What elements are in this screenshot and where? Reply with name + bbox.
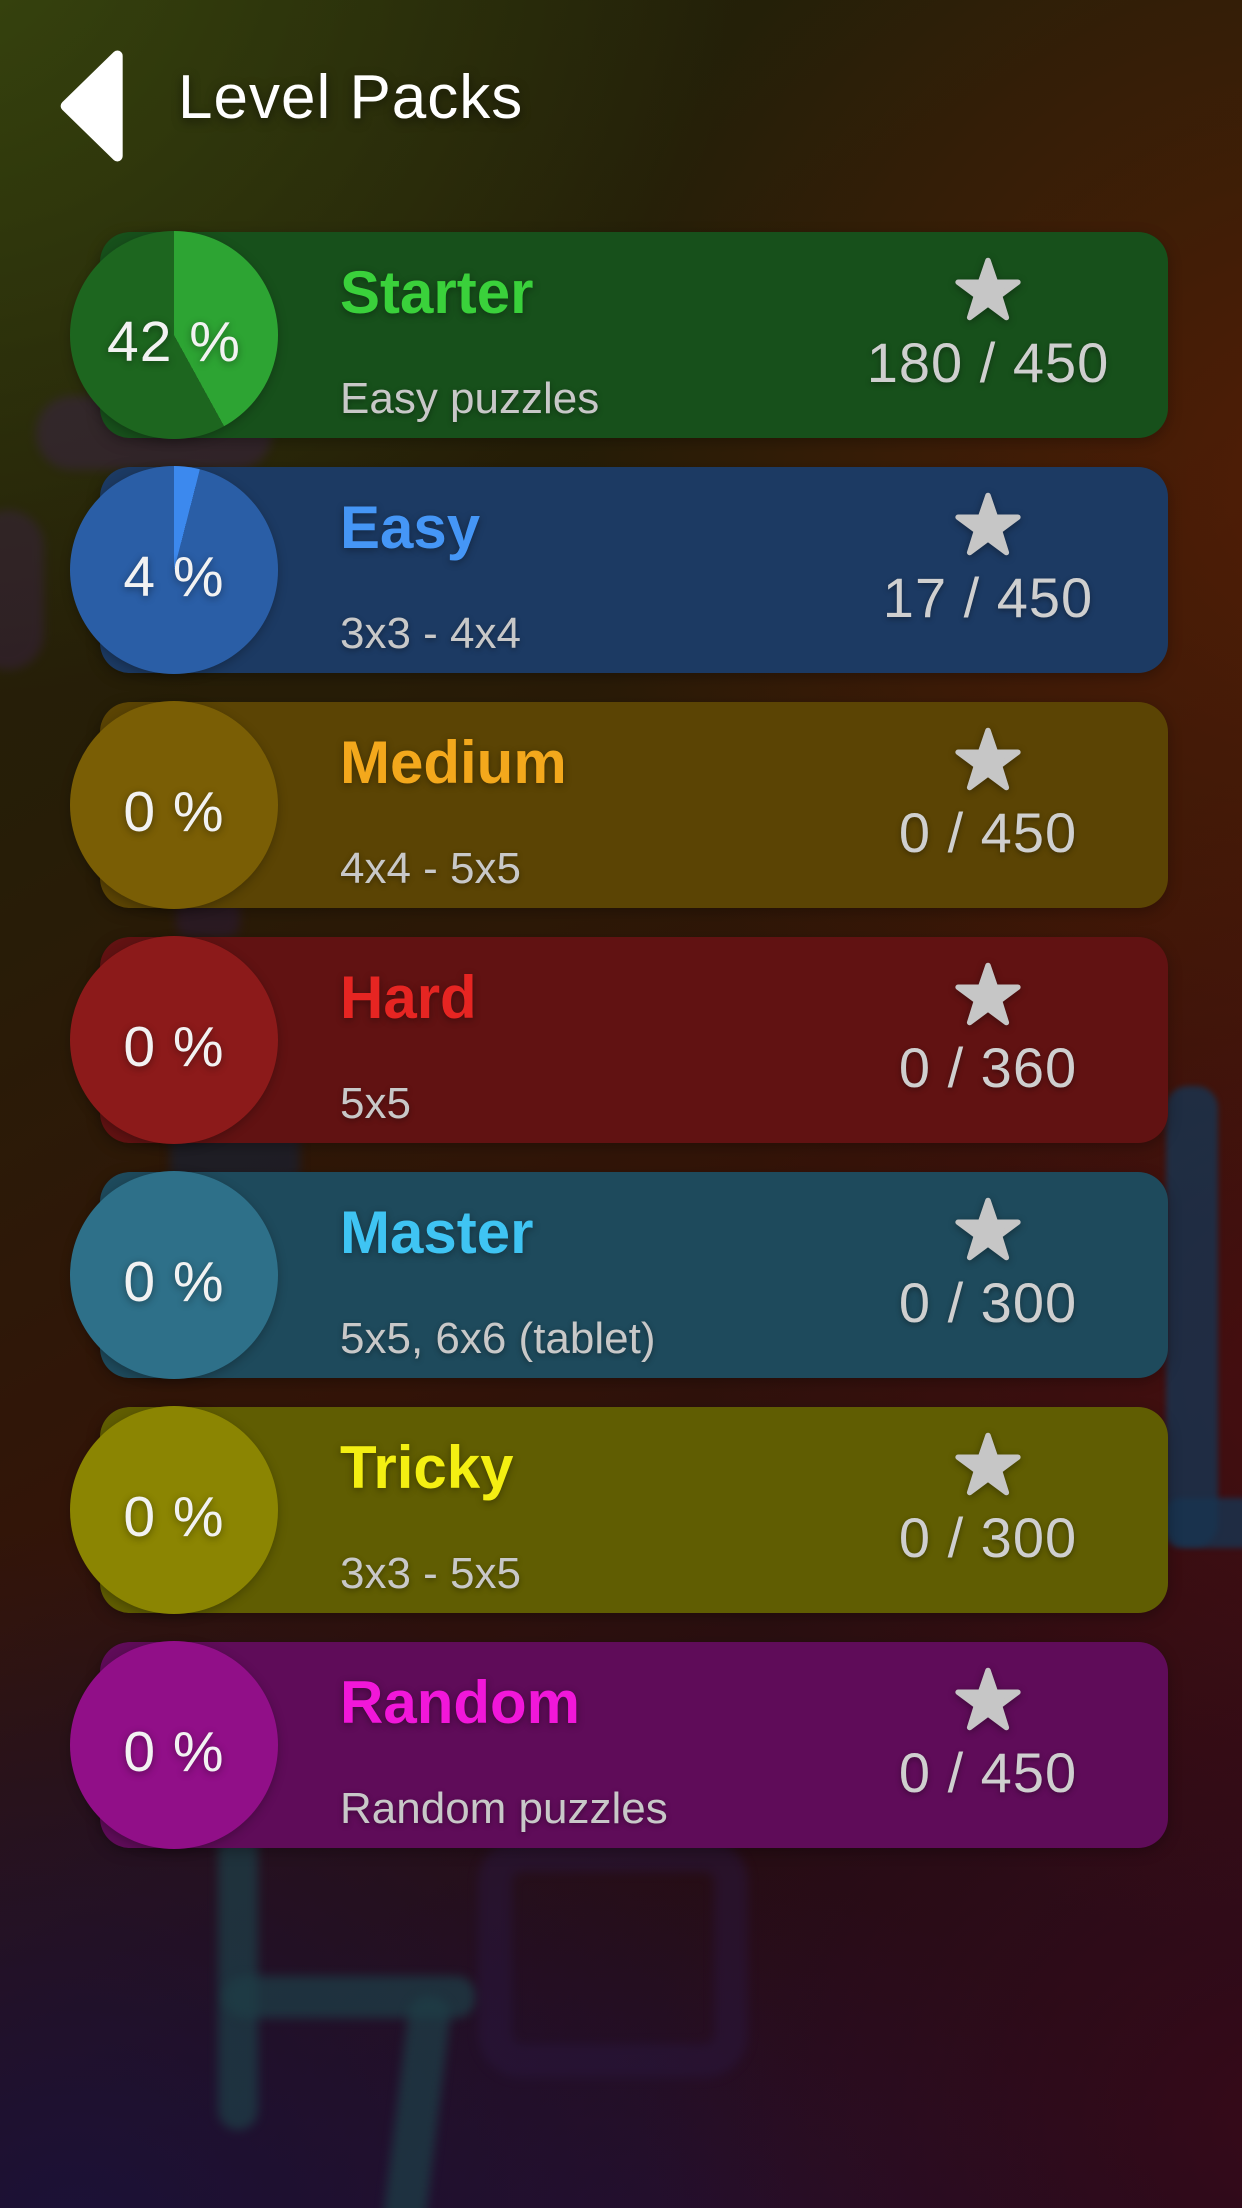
bg-pipe-purple-frame xyxy=(478,1838,748,2078)
bg-pipe-teal-horizontal xyxy=(224,1976,476,2018)
pack-star-count: 0 / 450 xyxy=(898,801,1078,864)
star-icon xyxy=(955,1432,1021,1496)
pack-percent: 0 % xyxy=(123,1015,225,1079)
back-icon xyxy=(58,50,124,169)
pack-star-count: 0 / 300 xyxy=(898,1506,1078,1569)
pack-title: Medium xyxy=(340,729,567,796)
pack-card[interactable]: 0 % Master 5x5, 6x6 (tablet) 0 / 300 xyxy=(70,1171,1168,1379)
pack-progress-pie: 42 % xyxy=(70,231,278,439)
bg-pipe-navy-elbow xyxy=(1166,1498,1242,1548)
pack-list: 42 % Starter Easy puzzles 180 / 450 4 % … xyxy=(70,231,1168,1849)
bg-pipe-navy-vertical xyxy=(1166,1086,1218,1546)
pack-card[interactable]: 0 % Tricky 3x3 - 5x5 0 / 300 xyxy=(70,1406,1168,1614)
pack-star-count: 0 / 300 xyxy=(898,1271,1078,1334)
back-button[interactable] xyxy=(58,46,124,166)
star-icon xyxy=(955,492,1021,556)
pack-subtitle: Easy puzzles xyxy=(340,374,600,423)
pack-subtitle: Random puzzles xyxy=(340,1784,668,1833)
pack-star-column: 17 / 450 xyxy=(848,467,1128,673)
pack-star-column: 0 / 300 xyxy=(848,1172,1128,1378)
pack-card[interactable]: 42 % Starter Easy puzzles 180 / 450 xyxy=(70,231,1168,439)
pack-subtitle: 3x3 - 5x5 xyxy=(340,1549,521,1598)
pack-title: Random xyxy=(340,1669,580,1736)
pack-star-column: 0 / 450 xyxy=(848,1642,1128,1848)
pack-subtitle: 5x5, 6x6 (tablet) xyxy=(340,1314,656,1363)
star-icon xyxy=(955,727,1021,791)
pack-card[interactable]: 0 % Random Random puzzles 0 / 450 xyxy=(70,1641,1168,1849)
pack-card[interactable]: 0 % Medium 4x4 - 5x5 0 / 450 xyxy=(70,701,1168,909)
pack-title: Starter xyxy=(340,259,534,326)
pack-percent: 0 % xyxy=(123,780,225,844)
pack-percent: 4 % xyxy=(123,545,225,609)
pack-title: Tricky xyxy=(340,1434,514,1501)
pack-star-column: 0 / 450 xyxy=(848,702,1128,908)
pack-progress-pie: 0 % xyxy=(70,1171,278,1379)
star-icon xyxy=(955,962,1021,1026)
pack-title: Hard xyxy=(340,964,477,1031)
pack-title: Easy xyxy=(340,494,481,561)
pack-progress-pie: 0 % xyxy=(70,1406,278,1614)
pack-subtitle: 3x3 - 4x4 xyxy=(340,609,521,658)
pack-star-count: 0 / 360 xyxy=(898,1036,1078,1099)
bg-pipe-purple-vertical xyxy=(0,510,44,670)
pack-subtitle: 4x4 - 5x5 xyxy=(340,844,521,893)
star-icon xyxy=(955,257,1021,321)
bg-pipe-teal-diagonal xyxy=(381,1993,453,2208)
pack-title: Master xyxy=(340,1199,534,1266)
pack-percent: 42 % xyxy=(107,310,241,374)
pack-progress-pie: 0 % xyxy=(70,936,278,1144)
star-icon xyxy=(955,1667,1021,1731)
pack-star-column: 180 / 450 xyxy=(848,232,1128,438)
pack-star-column: 0 / 360 xyxy=(848,937,1128,1143)
pack-percent: 0 % xyxy=(123,1250,225,1314)
pack-progress-pie: 4 % xyxy=(70,466,278,674)
pack-subtitle: 5x5 xyxy=(340,1079,411,1128)
pack-star-count: 17 / 450 xyxy=(882,566,1094,629)
pack-star-count: 180 / 450 xyxy=(866,331,1110,394)
pack-progress-pie: 0 % xyxy=(70,1641,278,1849)
pack-percent: 0 % xyxy=(123,1485,225,1549)
star-icon xyxy=(955,1197,1021,1261)
pack-card[interactable]: 0 % Hard 5x5 0 / 360 xyxy=(70,936,1168,1144)
pack-star-column: 0 / 300 xyxy=(848,1407,1128,1613)
pack-progress-pie: 0 % xyxy=(70,701,278,909)
pack-card[interactable]: 4 % Easy 3x3 - 4x4 17 / 450 xyxy=(70,466,1168,674)
page-title: Level Packs xyxy=(178,63,524,132)
pack-percent: 0 % xyxy=(123,1720,225,1784)
pack-star-count: 0 / 450 xyxy=(898,1741,1078,1804)
